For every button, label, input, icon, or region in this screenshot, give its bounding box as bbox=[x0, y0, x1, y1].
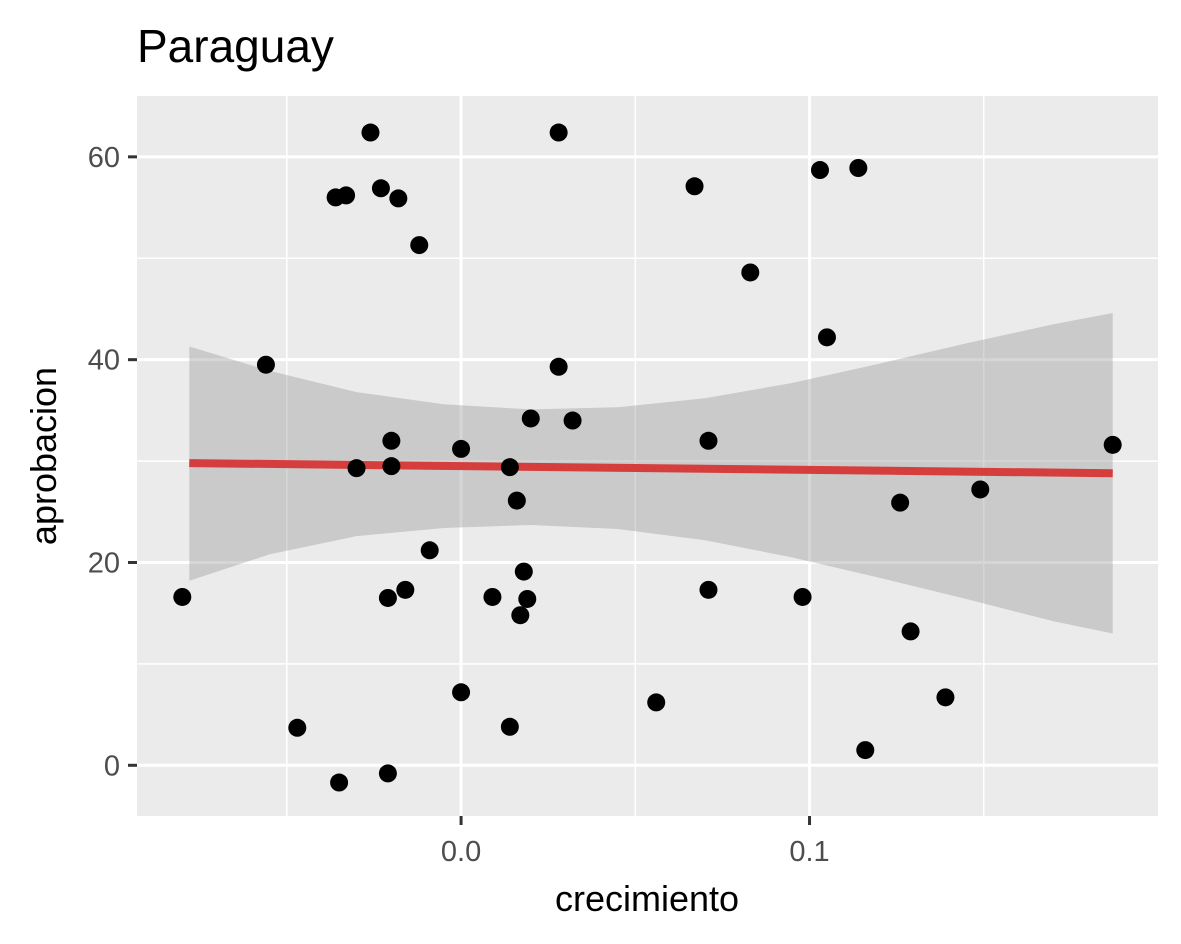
data-point bbox=[396, 580, 415, 599]
data-point bbox=[699, 431, 718, 450]
data-point bbox=[337, 186, 356, 205]
data-point bbox=[330, 773, 349, 792]
data-point bbox=[410, 236, 429, 255]
y-axis-title: aprobacion bbox=[23, 367, 64, 545]
data-point bbox=[382, 457, 401, 476]
data-point bbox=[389, 189, 408, 208]
data-point bbox=[382, 431, 401, 450]
x-tick-label: 0.1 bbox=[789, 836, 829, 868]
data-point bbox=[514, 562, 533, 581]
data-point bbox=[420, 541, 439, 560]
x-tick-label: 0.0 bbox=[441, 836, 481, 868]
data-point bbox=[521, 409, 540, 428]
data-point bbox=[971, 480, 990, 499]
data-point bbox=[849, 159, 868, 177]
data-point bbox=[500, 458, 519, 477]
data-point bbox=[507, 491, 526, 510]
y-axis-ticks: 0 20 40 60 bbox=[88, 142, 137, 782]
data-point bbox=[699, 580, 718, 599]
x-axis-ticks: 0.0 0.1 bbox=[441, 816, 830, 868]
confidence-band bbox=[189, 313, 1113, 634]
data-point bbox=[378, 764, 397, 783]
minor-gridlines bbox=[137, 96, 1158, 816]
chart-title: Paraguay bbox=[137, 20, 334, 72]
data-point bbox=[810, 161, 829, 180]
y-tick-label: 20 bbox=[88, 547, 120, 579]
data-point bbox=[856, 741, 875, 760]
data-point bbox=[549, 123, 568, 142]
data-point bbox=[793, 587, 812, 606]
data-point bbox=[452, 683, 471, 702]
data-point bbox=[452, 439, 471, 458]
data-point bbox=[361, 123, 380, 142]
data-point bbox=[173, 587, 192, 606]
data-point bbox=[741, 263, 760, 282]
data-point bbox=[685, 177, 704, 196]
y-tick-label: 40 bbox=[88, 345, 120, 377]
data-point bbox=[647, 693, 666, 712]
data-point bbox=[500, 717, 519, 736]
x-axis-title: crecimiento bbox=[555, 878, 739, 919]
data-point bbox=[378, 588, 397, 607]
data-point bbox=[371, 179, 390, 198]
plot-panel bbox=[137, 96, 1158, 816]
y-tick-label: 60 bbox=[88, 142, 120, 174]
data-point bbox=[511, 606, 530, 625]
regression-line bbox=[189, 459, 1113, 478]
data-point bbox=[936, 688, 955, 707]
data-point bbox=[891, 493, 910, 512]
data-point bbox=[817, 328, 836, 347]
data-point bbox=[563, 411, 582, 430]
data-point bbox=[518, 589, 537, 608]
data-point bbox=[256, 355, 275, 374]
y-tick-label: 0 bbox=[104, 750, 120, 782]
data-point bbox=[347, 459, 366, 478]
data-point bbox=[901, 622, 920, 641]
data-point bbox=[549, 357, 568, 376]
data-points bbox=[173, 123, 1122, 792]
data-point bbox=[483, 587, 502, 606]
data-point bbox=[288, 718, 307, 737]
data-point bbox=[1103, 435, 1122, 454]
